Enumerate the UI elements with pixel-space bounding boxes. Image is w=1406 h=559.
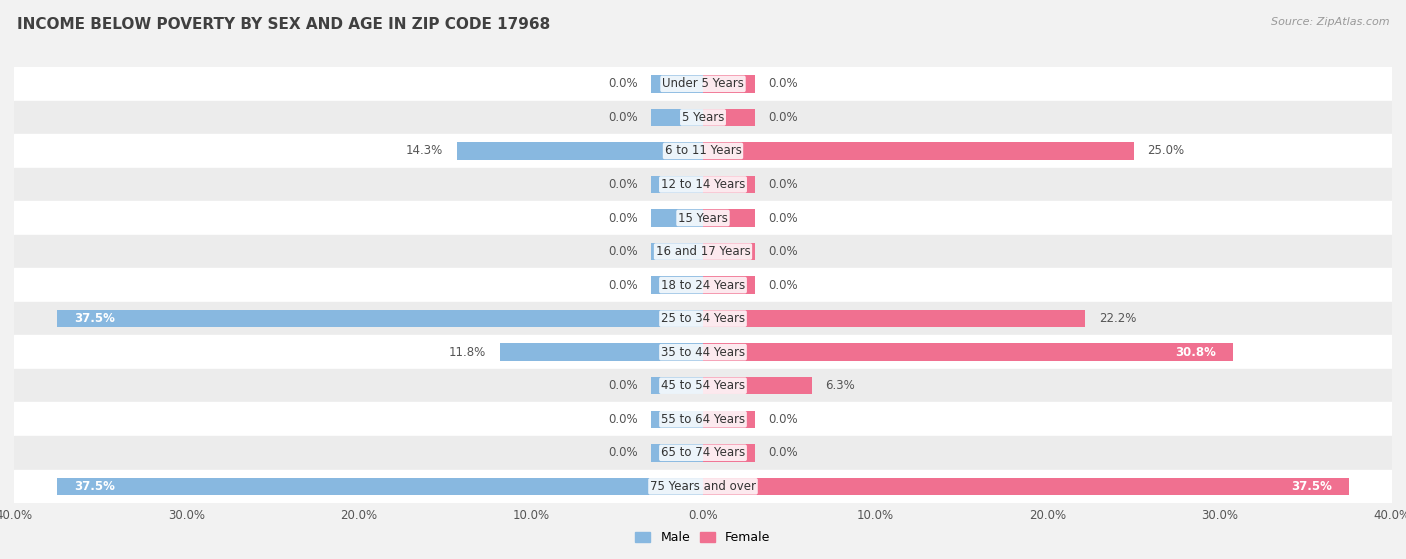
Bar: [651, 75, 703, 93]
Text: 75 Years and over: 75 Years and over: [650, 480, 756, 493]
Bar: [703, 75, 755, 93]
Text: 35 to 44 Years: 35 to 44 Years: [661, 345, 745, 359]
Bar: [14, 235, 1392, 268]
Text: 0.0%: 0.0%: [769, 413, 799, 426]
Text: 0.0%: 0.0%: [607, 446, 637, 459]
Text: 37.5%: 37.5%: [75, 480, 115, 493]
Bar: [14, 470, 1392, 503]
Text: 30.8%: 30.8%: [1175, 345, 1216, 359]
Bar: [499, 343, 703, 361]
Bar: [14, 302, 1392, 335]
Bar: [703, 176, 755, 193]
Bar: [14, 101, 1392, 134]
Bar: [651, 176, 703, 193]
Text: 37.5%: 37.5%: [1291, 480, 1331, 493]
Bar: [58, 477, 703, 495]
Text: Under 5 Years: Under 5 Years: [662, 77, 744, 91]
Bar: [703, 209, 755, 227]
Text: 15 Years: 15 Years: [678, 211, 728, 225]
Text: 16 and 17 Years: 16 and 17 Years: [655, 245, 751, 258]
Bar: [58, 310, 703, 328]
Bar: [14, 436, 1392, 470]
Text: 22.2%: 22.2%: [1099, 312, 1136, 325]
Bar: [14, 335, 1392, 369]
Bar: [14, 134, 1392, 168]
Bar: [651, 444, 703, 462]
Bar: [14, 268, 1392, 302]
Text: 5 Years: 5 Years: [682, 111, 724, 124]
Text: 25 to 34 Years: 25 to 34 Years: [661, 312, 745, 325]
Text: 45 to 54 Years: 45 to 54 Years: [661, 379, 745, 392]
Text: 0.0%: 0.0%: [769, 446, 799, 459]
Bar: [703, 377, 811, 395]
Bar: [703, 444, 755, 462]
Text: 11.8%: 11.8%: [449, 345, 486, 359]
Text: 0.0%: 0.0%: [607, 77, 637, 91]
Bar: [703, 142, 1133, 160]
Bar: [703, 410, 755, 428]
Bar: [14, 67, 1392, 101]
Text: 0.0%: 0.0%: [769, 178, 799, 191]
Text: 0.0%: 0.0%: [769, 278, 799, 292]
Text: 0.0%: 0.0%: [607, 111, 637, 124]
Text: 37.5%: 37.5%: [75, 312, 115, 325]
Bar: [651, 410, 703, 428]
Bar: [703, 310, 1085, 328]
Text: Source: ZipAtlas.com: Source: ZipAtlas.com: [1271, 17, 1389, 27]
Text: 12 to 14 Years: 12 to 14 Years: [661, 178, 745, 191]
Bar: [651, 209, 703, 227]
Text: 0.0%: 0.0%: [607, 211, 637, 225]
Text: 0.0%: 0.0%: [607, 278, 637, 292]
Legend: Male, Female: Male, Female: [630, 526, 776, 549]
Bar: [14, 201, 1392, 235]
Text: 0.0%: 0.0%: [607, 245, 637, 258]
Bar: [651, 243, 703, 260]
Text: 0.0%: 0.0%: [607, 379, 637, 392]
Text: 0.0%: 0.0%: [769, 245, 799, 258]
Bar: [703, 477, 1348, 495]
Bar: [457, 142, 703, 160]
Text: 14.3%: 14.3%: [406, 144, 443, 158]
Text: 18 to 24 Years: 18 to 24 Years: [661, 278, 745, 292]
Text: 0.0%: 0.0%: [607, 413, 637, 426]
Bar: [703, 108, 755, 126]
Text: 55 to 64 Years: 55 to 64 Years: [661, 413, 745, 426]
Text: 6 to 11 Years: 6 to 11 Years: [665, 144, 741, 158]
Text: 65 to 74 Years: 65 to 74 Years: [661, 446, 745, 459]
Bar: [703, 343, 1233, 361]
Bar: [651, 276, 703, 294]
Bar: [651, 108, 703, 126]
Bar: [14, 402, 1392, 436]
Bar: [14, 369, 1392, 402]
Text: 0.0%: 0.0%: [769, 111, 799, 124]
Text: 6.3%: 6.3%: [825, 379, 855, 392]
Text: 0.0%: 0.0%: [769, 211, 799, 225]
Bar: [703, 243, 755, 260]
Text: 0.0%: 0.0%: [769, 77, 799, 91]
Text: INCOME BELOW POVERTY BY SEX AND AGE IN ZIP CODE 17968: INCOME BELOW POVERTY BY SEX AND AGE IN Z…: [17, 17, 550, 32]
Bar: [703, 276, 755, 294]
Bar: [651, 377, 703, 395]
Text: 25.0%: 25.0%: [1147, 144, 1184, 158]
Text: 0.0%: 0.0%: [607, 178, 637, 191]
Bar: [14, 168, 1392, 201]
